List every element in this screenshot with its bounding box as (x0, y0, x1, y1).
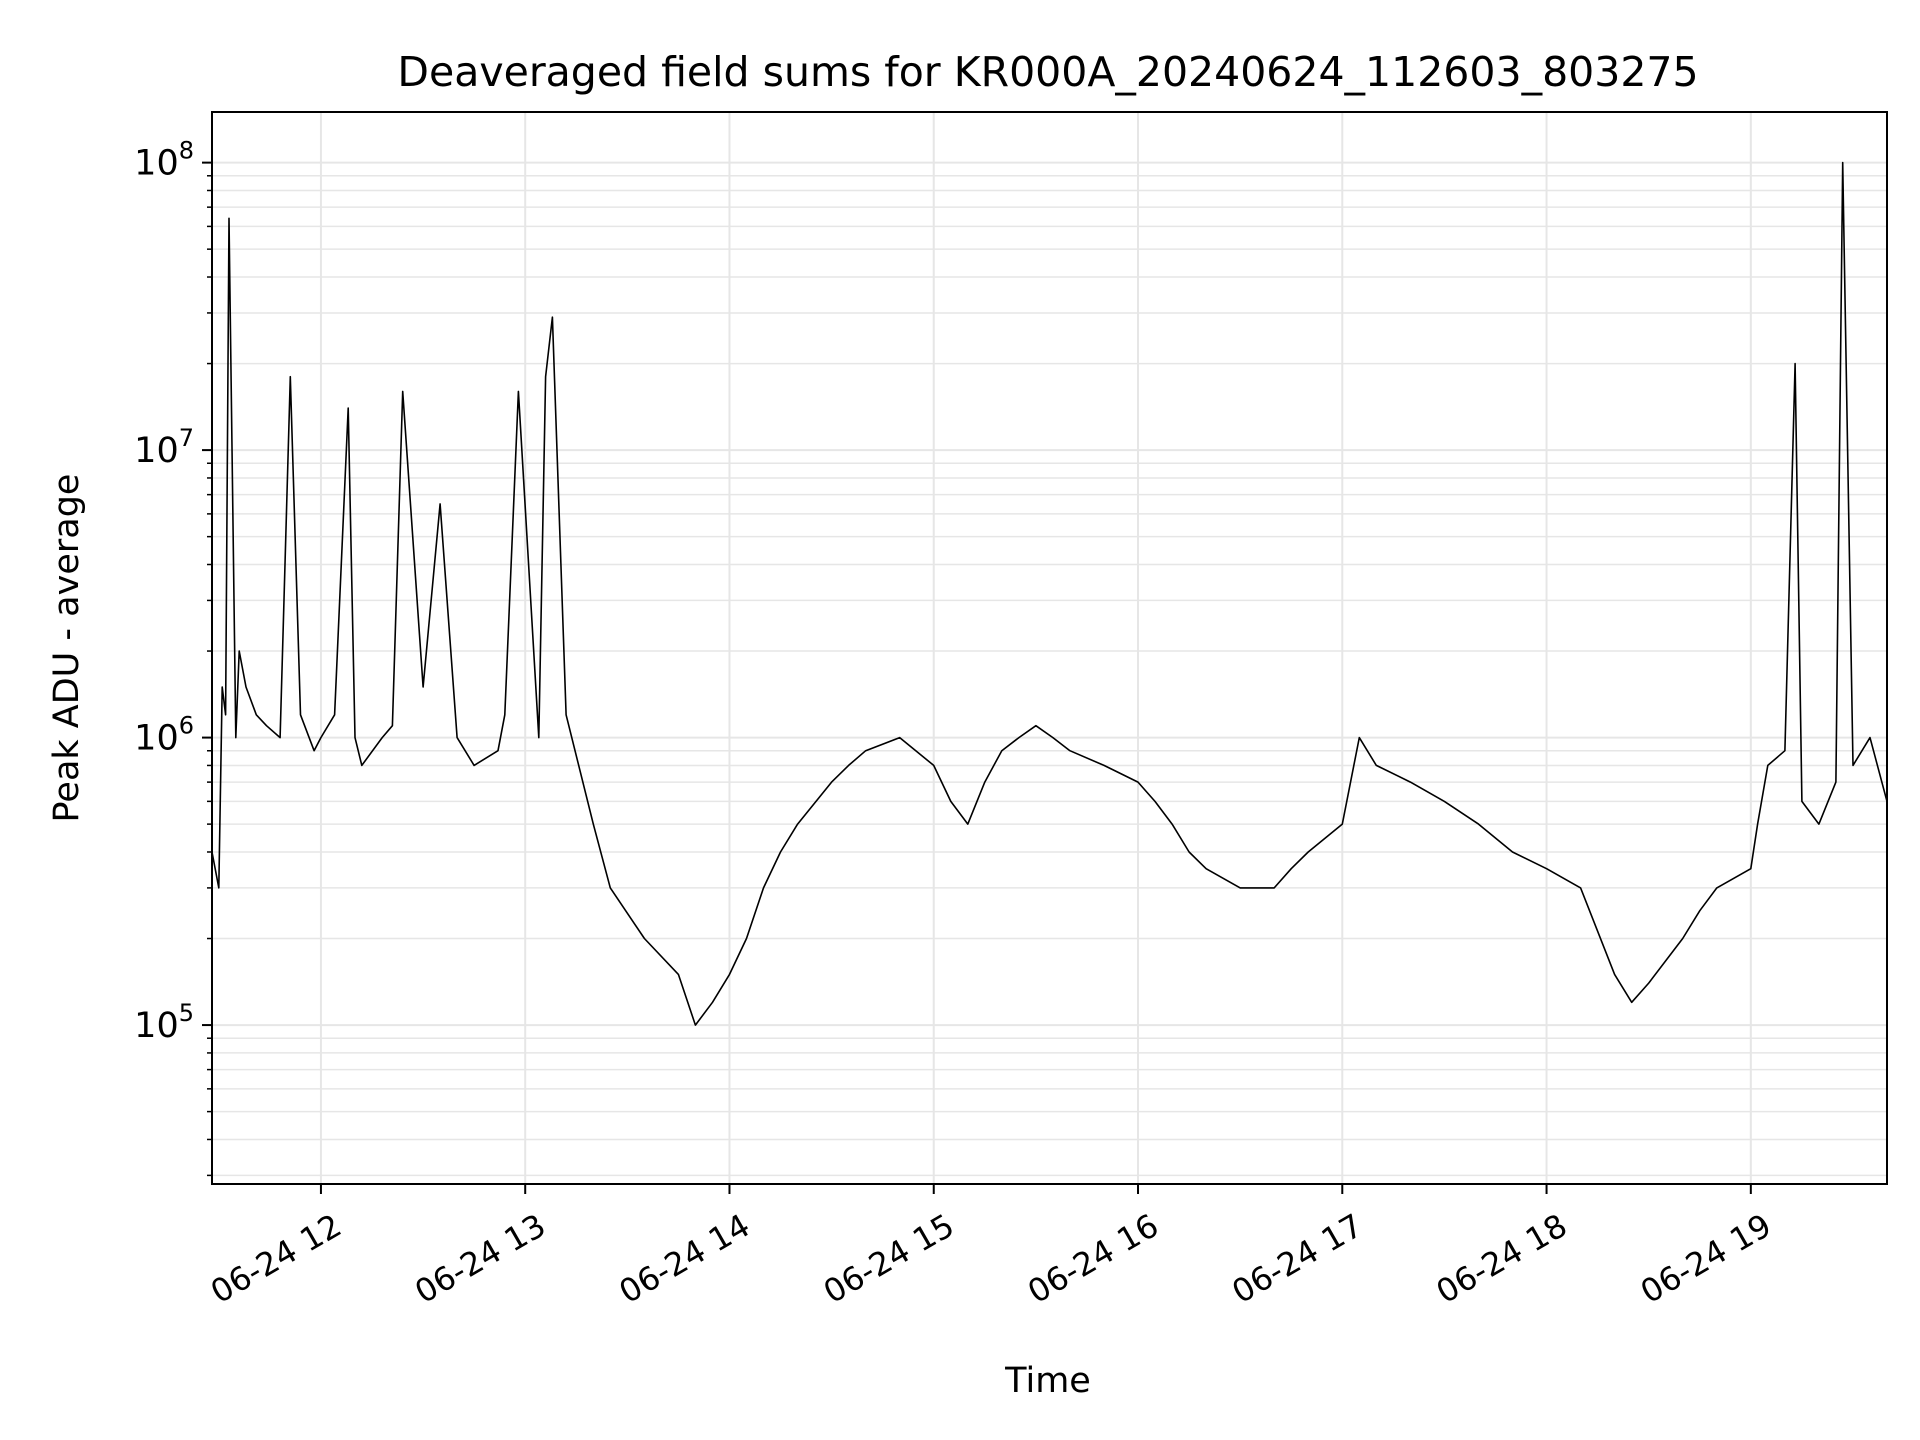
chart-title: Deaveraged field sums for KR000A_2024062… (397, 48, 1698, 96)
series-group (211, 161, 1888, 1026)
series-line (211, 161, 1888, 1026)
y-tick-label: 108 (134, 137, 194, 184)
y-axis-label: Peak ADU - average (47, 474, 87, 823)
y-tick-label: 107 (134, 424, 194, 471)
grid (212, 112, 1887, 1184)
y-tick-label: 105 (134, 999, 194, 1046)
y-tick-label: 106 (134, 712, 194, 759)
y-axis: 105 106 107 108 (134, 137, 212, 1177)
x-axis-label: Time (1004, 1361, 1091, 1401)
plot-frame (211, 111, 1888, 1185)
